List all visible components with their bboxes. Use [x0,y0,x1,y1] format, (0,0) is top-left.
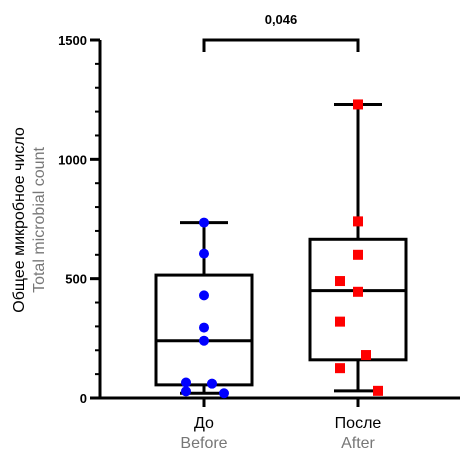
x-tick-sublabel: After [341,435,375,452]
data-point-before [199,290,209,301]
x-tick-label: До [194,415,214,432]
y-tick-label: 500 [65,272,87,287]
data-point-before [181,377,191,388]
iqr-box [308,237,408,362]
data-points [181,99,383,399]
data-point-after [335,276,345,287]
y-axis: 0 500 1000 1500 [58,33,102,406]
y-axis-sublabel: Total microbial count [31,147,48,293]
data-point-after [373,385,383,396]
data-point-after [335,316,345,327]
bracket-line [202,38,360,52]
data-point-after [353,286,363,297]
data-point-before [207,378,217,389]
data-point-after [353,216,363,227]
p-value-label: 0,046 [265,12,298,27]
data-point-before [199,335,209,346]
data-point-after [361,350,371,361]
data-point-after [353,99,363,110]
data-point-before [199,248,209,259]
y-axis-label: Общее микробное число [11,127,28,313]
data-point-before [199,217,209,228]
y-tick-label: 0 [80,391,87,406]
boxes [154,102,408,395]
x-axis: До Before После After [98,396,460,452]
x-tick-label: После [335,415,382,432]
significance-bracket: 0,046 [202,12,360,52]
data-point-before [219,388,229,399]
x-tick-sublabel: Before [180,435,227,452]
data-point-after [335,363,345,374]
data-point-before [181,386,191,397]
data-point-before [199,322,209,333]
y-tick-label: 1500 [58,33,87,48]
iqr-box [154,273,254,387]
y-tick-label: 1000 [58,152,87,167]
data-point-after [353,249,363,260]
